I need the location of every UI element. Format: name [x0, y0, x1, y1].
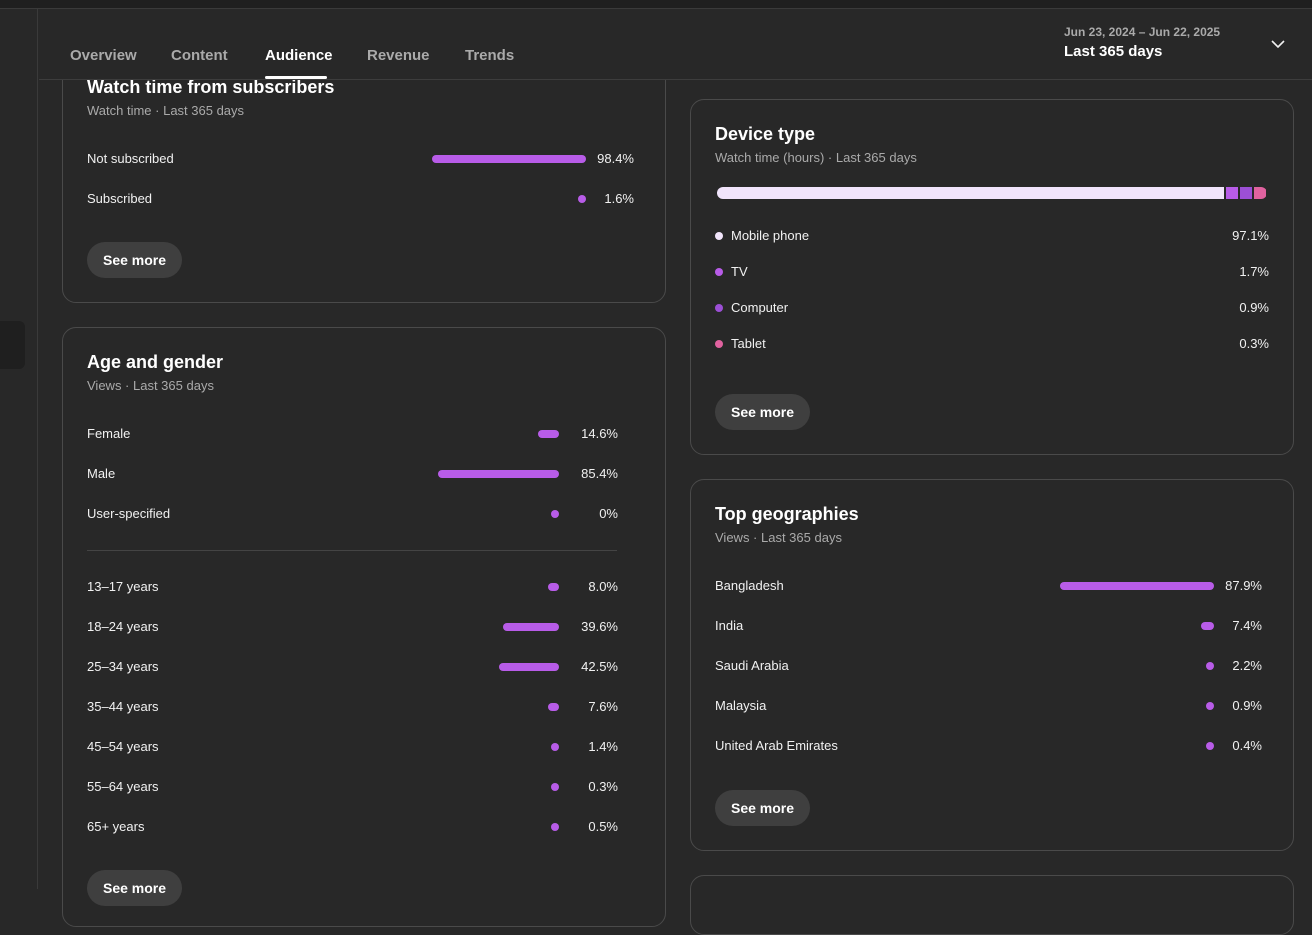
row-label: 65+ years — [87, 819, 145, 834]
row-label: 55–64 years — [87, 779, 159, 794]
row-percent: 1.4% — [588, 739, 618, 754]
row-label: Mobile phone — [731, 228, 810, 243]
legend-dot — [715, 340, 723, 348]
row-bar — [548, 703, 559, 711]
tab-revenue[interactable]: Revenue — [367, 47, 430, 64]
row-bar — [1206, 662, 1214, 670]
row-label: 13–17 years — [87, 579, 159, 594]
row-label: Male — [87, 466, 116, 481]
row-percent: 8.0% — [588, 579, 618, 594]
row-percent: 0.3% — [588, 779, 618, 794]
age-gender-card: Age and gender Views · Last 365 days Fem… — [62, 327, 666, 927]
device-stacked-bar — [717, 187, 1267, 199]
row-label: Female — [87, 426, 131, 441]
row-percent: 85.4% — [581, 466, 618, 481]
see-more-button[interactable]: See more — [87, 870, 183, 906]
tab-trends[interactable]: Trends — [465, 47, 515, 64]
row-percent: 7.4% — [1232, 618, 1262, 633]
tab-content[interactable]: Content — [171, 47, 228, 64]
row-label: 35–44 years — [87, 699, 159, 714]
next-card — [690, 875, 1294, 935]
row-bar — [1060, 582, 1214, 590]
legend-dot — [715, 232, 723, 240]
top-strip — [0, 0, 1312, 9]
device-segment — [717, 187, 1224, 199]
see-more-button[interactable]: See more — [715, 394, 811, 430]
subscribers-card: Watch time from subscribers Watch time ·… — [62, 40, 666, 303]
row-bar — [432, 155, 586, 163]
device-segment — [1226, 187, 1238, 199]
row-bar — [551, 783, 559, 791]
row-label: India — [715, 618, 744, 633]
left-rail — [0, 9, 38, 889]
legend-dot — [715, 268, 723, 276]
card-title: Top geographies — [715, 504, 859, 524]
row-percent: 87.9% — [1225, 578, 1262, 593]
row-label: User-specified — [87, 506, 171, 521]
row-label: TV — [731, 264, 748, 279]
row-percent: 14.6% — [581, 426, 618, 441]
card-subtitle: Watch time (hours) · Last 365 days — [715, 150, 917, 165]
row-percent: 0.4% — [1232, 738, 1262, 753]
legend-dot — [715, 304, 723, 312]
row-bar — [548, 583, 559, 591]
row-percent: 97.1% — [1232, 228, 1269, 243]
row-label: 18–24 years — [87, 619, 159, 634]
row-percent: 0% — [599, 506, 618, 521]
row-label: Not subscribed — [87, 151, 174, 166]
device-segment — [1254, 187, 1266, 199]
chevron-down-icon[interactable] — [1269, 35, 1287, 53]
card-title: Device type — [715, 124, 816, 144]
row-percent: 0.5% — [588, 819, 618, 834]
card-subtitle: Views · Last 365 days — [715, 530, 842, 545]
divider — [87, 550, 617, 551]
active-tab-indicator — [265, 76, 327, 79]
row-label: 45–54 years — [87, 739, 159, 754]
rail-expand-handle[interactable] — [0, 321, 25, 369]
card-title: Watch time from subscribers — [87, 77, 335, 97]
row-bar — [551, 743, 559, 751]
row-label: Computer — [731, 300, 789, 315]
row-bar — [503, 623, 559, 631]
card-subtitle: Watch time · Last 365 days — [87, 103, 245, 118]
row-percent: 7.6% — [588, 699, 618, 714]
date-range: Jun 23, 2024 – Jun 22, 2025 — [1064, 25, 1221, 39]
row-label: 25–34 years — [87, 659, 159, 674]
row-label: United Arab Emirates — [715, 738, 838, 753]
row-percent: 1.6% — [604, 191, 634, 206]
row-bar — [578, 195, 586, 203]
row-percent: 98.4% — [597, 151, 634, 166]
top-geographies-card: Top geographies Views · Last 365 days Ba… — [690, 479, 1294, 851]
row-bar — [551, 510, 559, 518]
row-percent: 2.2% — [1232, 658, 1262, 673]
row-label: Saudi Arabia — [715, 658, 789, 673]
analytics-header: Overview Content Audience Revenue Trends… — [39, 9, 1312, 80]
see-more-button[interactable]: See more — [87, 242, 183, 278]
device-type-card: Device type Watch time (hours) · Last 36… — [690, 99, 1294, 455]
row-percent: 0.3% — [1239, 336, 1269, 351]
row-percent: 42.5% — [581, 659, 618, 674]
row-percent: 1.7% — [1239, 264, 1269, 279]
row-bar — [538, 430, 559, 438]
card-title: Age and gender — [87, 352, 224, 372]
row-label: Tablet — [731, 336, 766, 351]
row-label: Subscribed — [87, 191, 153, 206]
row-bar — [1201, 622, 1214, 630]
row-label: Bangladesh — [715, 578, 784, 593]
device-segment — [1240, 187, 1252, 199]
row-bar — [438, 470, 559, 478]
row-bar — [1206, 702, 1214, 710]
row-label: Malaysia — [715, 698, 767, 713]
row-bar — [499, 663, 559, 671]
tab-audience[interactable]: Audience — [265, 47, 333, 64]
row-percent: 0.9% — [1232, 698, 1262, 713]
row-percent: 39.6% — [581, 619, 618, 634]
row-bar — [1206, 742, 1214, 750]
date-label: Last 365 days — [1064, 43, 1163, 60]
row-bar — [551, 823, 559, 831]
see-more-button[interactable]: See more — [715, 790, 811, 826]
tab-overview[interactable]: Overview — [70, 47, 137, 64]
row-percent: 0.9% — [1239, 300, 1269, 315]
card-subtitle: Views · Last 365 days — [87, 378, 214, 393]
